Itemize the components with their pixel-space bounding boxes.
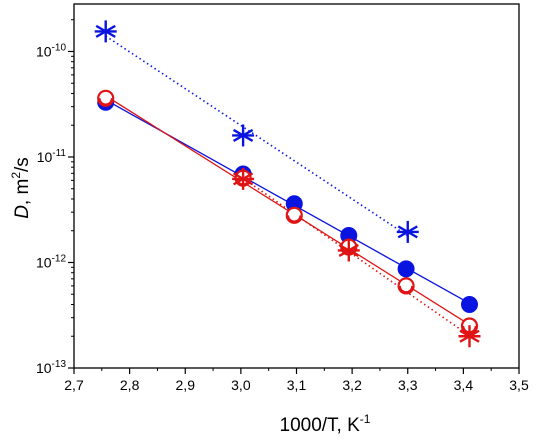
y-axis-label-tail: /s [12,157,33,172]
x-tick-label: 3,1 [287,377,307,393]
fit-line-series-4 [242,177,470,337]
data-point-filled-circle [397,260,415,278]
x-tick-label: 3,2 [342,377,362,393]
data-points [94,20,481,348]
x-axis-ticks: 2,7 2,8 2,9 3,0 3,1 3,2 3,3 3,4 3,5 [64,368,529,393]
y-axis-ticks: 10-13 10-12 10-11 10-10 [36,19,74,376]
x-tick-label: 3,4 [454,377,474,393]
x-tick-label: 2,7 [64,377,84,393]
data-point-asterisk [396,220,419,243]
data-point-open-circle [397,277,415,295]
y-axis-label-var: D [12,205,33,219]
y-tick-label: 10-11 [37,148,67,165]
x-tick-label: 2,9 [176,377,196,393]
x-axis-label: 1000/T, K-1 [280,412,371,436]
data-point-asterisk [94,20,117,43]
data-point-asterisk [232,167,255,190]
open-circle-hole [289,210,300,221]
y-tick-label: 10-12 [36,253,66,270]
y-axis-label: D, m2/s [9,157,33,219]
y-axis-label-sup: 2 [9,172,23,179]
fit-line-series-3 [105,35,409,237]
data-point-open-circle [285,206,303,224]
open-circle-hole [100,93,111,104]
open-circle-hole [400,280,412,292]
fit-lines [105,35,470,337]
data-point-asterisk [337,239,360,262]
x-tick-label: 3,3 [398,377,418,393]
data-point-filled-circle [460,295,478,313]
y-tick-label: 10-13 [36,359,66,376]
x-axis-label-text: 1000/T, K [280,415,361,436]
data-point-asterisk [458,325,481,348]
y-axis-label-unit: , m [12,179,33,205]
y-tick-label: 10-10 [36,42,66,59]
x-tick-label: 2,8 [120,377,140,393]
x-axis-label-sup: -1 [360,412,371,426]
data-point-open-circle [97,89,115,107]
data-point-asterisk [232,124,255,147]
x-tick-label: 3,5 [509,377,529,393]
x-tick-label: 3,0 [231,377,251,393]
